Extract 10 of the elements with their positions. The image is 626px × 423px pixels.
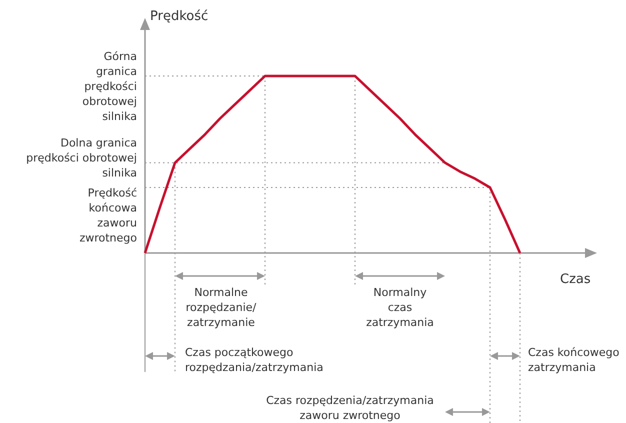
text: Czas końcowego zatrzymania	[528, 346, 620, 374]
text: Prędkość końcowa zaworu zwrotnego	[79, 186, 138, 245]
text: Czas rozpędzenia/zatrzymania zaworu zwrotnego	[266, 394, 434, 422]
text: Normalne rozpędzanie/ zatrzymanie	[186, 286, 257, 329]
text: Normalny czas zatrzymania	[366, 286, 434, 329]
text: Czas początkowego rozpędzania/zatrzymania	[185, 346, 324, 374]
text: Górna granica prędkości obrotowej silnika	[82, 50, 137, 123]
y-axis-title: Prędkość	[150, 9, 208, 24]
text: Dolna granica prędkości obrotowej silnika	[26, 136, 137, 180]
x-axis-title: Czas	[560, 272, 591, 287]
